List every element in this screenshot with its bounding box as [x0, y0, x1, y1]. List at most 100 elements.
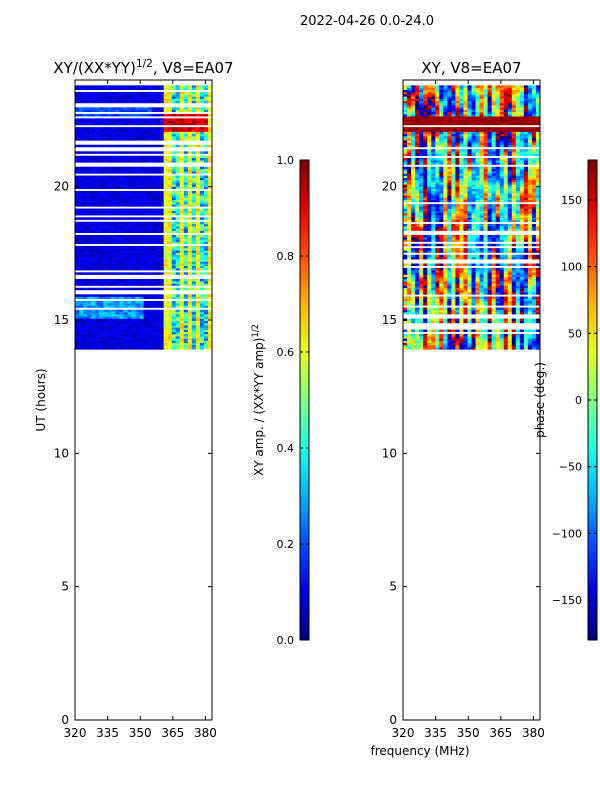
heatmap-cell	[155, 87, 160, 91]
heatmap-cell	[199, 241, 205, 245]
heatmap-cell	[179, 296, 185, 300]
heatmap-cell	[135, 320, 140, 324]
heatmap-cell	[203, 318, 209, 322]
heatmap-cell	[183, 259, 189, 262]
heatmap-cell	[495, 210, 501, 214]
heatmap-cell	[143, 303, 148, 306]
heatmap-cell	[203, 197, 209, 201]
heatmap-cell	[163, 327, 168, 330]
heatmap-cell	[419, 289, 424, 293]
heatmap-cell	[487, 287, 492, 291]
heatmap-cell	[451, 344, 456, 348]
heatmap-cell	[147, 318, 152, 322]
heatmap-cell	[459, 223, 464, 227]
heatmap-cell	[147, 314, 152, 317]
heatmap-cell	[411, 292, 416, 295]
heatmap-cell	[143, 190, 148, 194]
heatmap-cell	[431, 272, 436, 275]
heatmap-cell	[435, 256, 440, 260]
heatmap-cell	[427, 210, 432, 214]
heatmap-cell	[435, 298, 440, 302]
heatmap-cell	[203, 309, 209, 313]
heatmap-cell	[451, 263, 456, 267]
heatmap-cell	[535, 340, 541, 344]
heatmap-cell	[147, 309, 152, 313]
heatmap-cell	[159, 98, 164, 102]
heatmap-cell	[75, 138, 80, 141]
heatmap-cell	[75, 197, 80, 201]
heatmap-cell	[511, 342, 517, 346]
heatmap-cell	[531, 210, 537, 214]
heatmap-cell	[175, 182, 181, 185]
heatmap-cell	[83, 94, 88, 97]
heatmap-cell	[439, 292, 444, 295]
heatmap-cell	[107, 155, 112, 159]
heatmap-cell	[191, 338, 197, 341]
heatmap-cell	[163, 309, 168, 313]
heatmap-cell	[167, 204, 173, 207]
heatmap-cell	[415, 318, 420, 322]
heatmap-cell	[199, 87, 205, 91]
heatmap-cell	[115, 272, 120, 275]
heatmap-cell	[415, 215, 420, 218]
heatmap-cell	[127, 201, 132, 205]
heatmap-cell	[163, 199, 168, 203]
heatmap-cell	[183, 294, 189, 297]
heatmap-cell	[155, 248, 160, 251]
heatmap-cell	[83, 210, 88, 214]
heatmap-cell	[79, 265, 84, 269]
heatmap-cell	[403, 208, 408, 212]
heatmap-cell	[199, 155, 205, 159]
heatmap-cell	[195, 303, 201, 306]
heatmap-cell	[147, 340, 152, 344]
heatmap-cell	[143, 237, 148, 240]
heatmap-cell	[471, 237, 476, 240]
heatmap-cell	[455, 342, 460, 346]
heatmap-cell	[79, 259, 84, 262]
heatmap-cell	[103, 230, 108, 234]
heatmap-cell	[155, 157, 160, 161]
heatmap-cell	[195, 197, 201, 201]
heatmap-cell	[187, 300, 193, 304]
heatmap-cell	[483, 309, 488, 313]
heatmap-cell	[467, 270, 472, 273]
heatmap-cell	[419, 333, 424, 337]
heatmap-cell	[487, 243, 492, 247]
heatmap-cell	[87, 322, 92, 326]
heatmap-cell	[455, 347, 460, 350]
heatmap-cell	[207, 138, 213, 141]
heatmap-cell	[495, 267, 501, 271]
heatmap-cell	[415, 190, 420, 194]
heatmap-cell	[179, 248, 185, 251]
heatmap-cell	[411, 336, 416, 339]
heatmap-cell	[535, 329, 541, 333]
heatmap-cell	[79, 186, 84, 190]
heatmap-cell	[447, 272, 452, 275]
heatmap-cell	[403, 309, 408, 313]
heatmap-cell	[83, 327, 88, 330]
heatmap-cell	[127, 122, 132, 126]
heatmap-cell	[463, 199, 468, 203]
heatmap-cell	[139, 228, 144, 231]
heatmap-cell	[187, 320, 193, 324]
heatmap-cell	[179, 283, 185, 286]
heatmap-cell	[111, 201, 116, 205]
heatmap-cell	[75, 325, 80, 328]
heatmap-cell	[487, 204, 492, 207]
heatmap-cell	[187, 201, 193, 205]
heatmap-cell	[467, 347, 472, 350]
heatmap-cell	[139, 241, 144, 245]
heatmap-cell	[423, 307, 428, 311]
heatmap-cell	[427, 190, 432, 194]
heatmap-cell	[139, 168, 144, 172]
heatmap-cell	[79, 311, 84, 315]
heatmap-cell	[195, 338, 201, 341]
heatmap-cell	[195, 100, 201, 104]
heatmap-cell	[175, 234, 181, 238]
heatmap-cell	[527, 219, 533, 223]
heatmap-cell	[103, 318, 108, 322]
heatmap-cell	[147, 120, 152, 124]
heatmap-cell	[523, 296, 529, 300]
heatmap-cell	[171, 166, 177, 170]
heatmap-cell	[123, 129, 128, 132]
